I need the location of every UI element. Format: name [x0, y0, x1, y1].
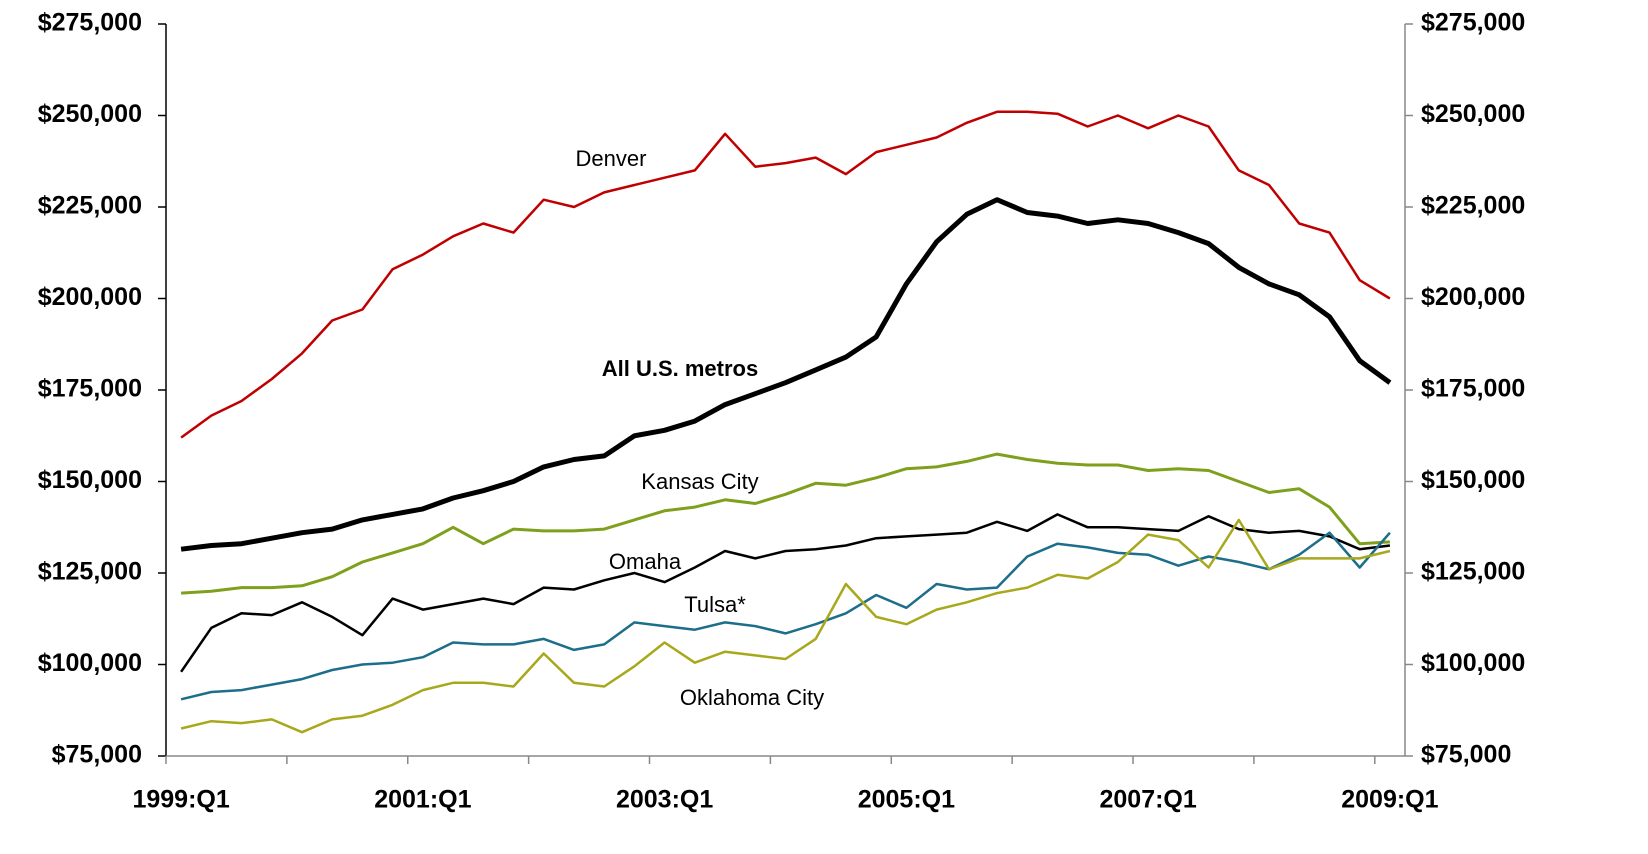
y2-tick-label: $100,000	[1421, 649, 1525, 677]
y-tick-label: $275,000	[38, 9, 142, 37]
y2-tick-label: $175,000	[1421, 375, 1525, 403]
series-line	[180, 197, 1392, 552]
series-line	[180, 518, 1391, 734]
series-label: Kansas City	[641, 469, 758, 494]
y-tick-label: $225,000	[38, 192, 142, 220]
y-tick-label: $75,000	[52, 741, 142, 769]
y2-tick-label: $225,000	[1421, 192, 1525, 220]
y2-tick-label: $200,000	[1421, 283, 1525, 311]
series-label: Oklahoma City	[680, 685, 824, 710]
x-tick-label: 2009:Q1	[1341, 786, 1438, 814]
series-line	[180, 531, 1391, 701]
series-line	[180, 513, 1391, 673]
x-tick-label: 2001:Q1	[374, 786, 471, 814]
series-line	[180, 110, 1391, 439]
x-tick-label: 1999:Q1	[132, 786, 229, 814]
series-label: All U.S. metros	[602, 356, 758, 381]
y-tick-label: $150,000	[38, 466, 142, 494]
x-tick-label: 2005:Q1	[858, 786, 955, 814]
y-tick-label: $125,000	[38, 558, 142, 586]
y2-tick-label: $125,000	[1421, 558, 1525, 586]
x-tick-label: 2003:Q1	[616, 786, 713, 814]
series-line	[181, 452, 1390, 595]
y2-tick-label: $275,000	[1421, 9, 1525, 37]
y-tick-label: $200,000	[38, 283, 142, 311]
series-label: Tulsa*	[684, 592, 746, 617]
series-label: Omaha	[609, 549, 682, 574]
series-label: Denver	[576, 146, 647, 171]
y2-tick-label: $250,000	[1421, 100, 1525, 128]
y-tick-label: $250,000	[38, 100, 142, 128]
y-tick-label: $100,000	[38, 649, 142, 677]
y2-tick-label: $75,000	[1421, 741, 1511, 769]
x-tick-label: 2007:Q1	[1099, 786, 1196, 814]
y2-tick-label: $150,000	[1421, 466, 1525, 494]
y-tick-label: $175,000	[38, 375, 142, 403]
